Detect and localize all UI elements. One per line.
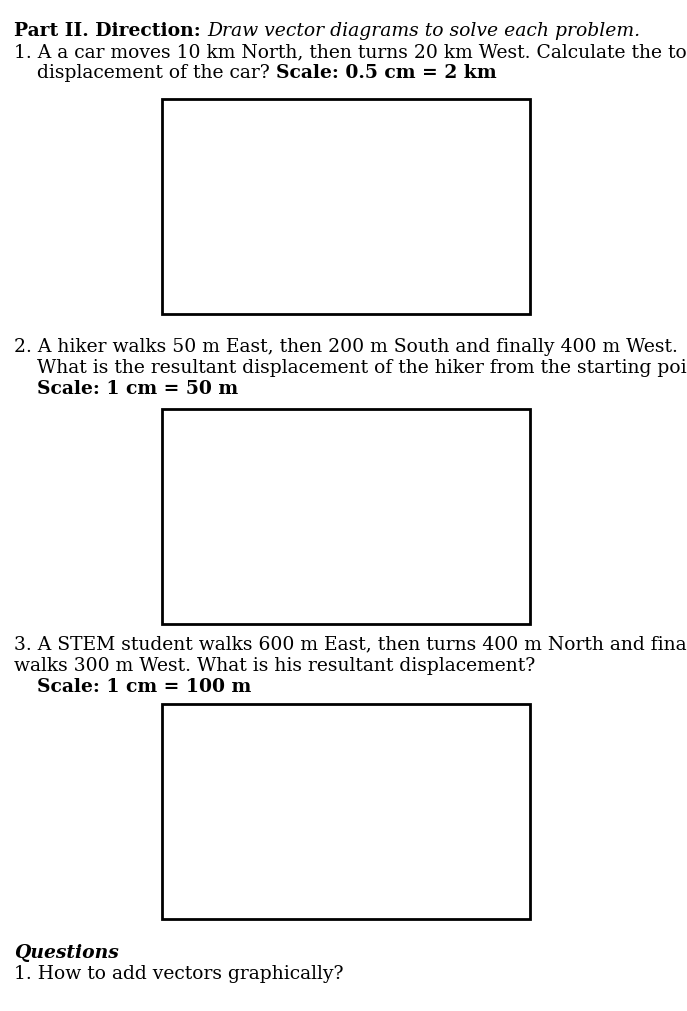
Text: Scale: 1 cm = 50 m: Scale: 1 cm = 50 m	[37, 379, 238, 397]
Text: 1. How to add vectors graphically?: 1. How to add vectors graphically?	[14, 964, 344, 982]
Text: 3. A STEM student walks 600 m East, then turns 400 m North and finally: 3. A STEM student walks 600 m East, then…	[14, 635, 687, 653]
Text: What is the resultant displacement of the hiker from the starting point?: What is the resultant displacement of th…	[37, 359, 687, 377]
Bar	[162, 705, 530, 919]
Text: 1. A a car moves 10 km North, then turns 20 km West. Calculate the total: 1. A a car moves 10 km North, then turns…	[14, 42, 687, 61]
Text: Scale: 1 cm = 100 m: Scale: 1 cm = 100 m	[37, 677, 251, 696]
Text: Questions: Questions	[14, 943, 119, 961]
Text: Part II. Direction:: Part II. Direction:	[14, 22, 207, 40]
Bar	[162, 100, 530, 314]
Text: 2. A hiker walks 50 m East, then 200 m South and finally 400 m West.: 2. A hiker walks 50 m East, then 200 m S…	[14, 338, 678, 356]
Text: walks 300 m West. What is his resultant displacement?: walks 300 m West. What is his resultant …	[14, 656, 535, 674]
Bar	[162, 409, 530, 625]
Text: displacement of the car?: displacement of the car?	[37, 64, 275, 82]
Text: Draw vector diagrams to solve each problem.: Draw vector diagrams to solve each probl…	[207, 22, 640, 40]
Text: Scale: 0.5 cm = 2 km: Scale: 0.5 cm = 2 km	[275, 64, 497, 82]
